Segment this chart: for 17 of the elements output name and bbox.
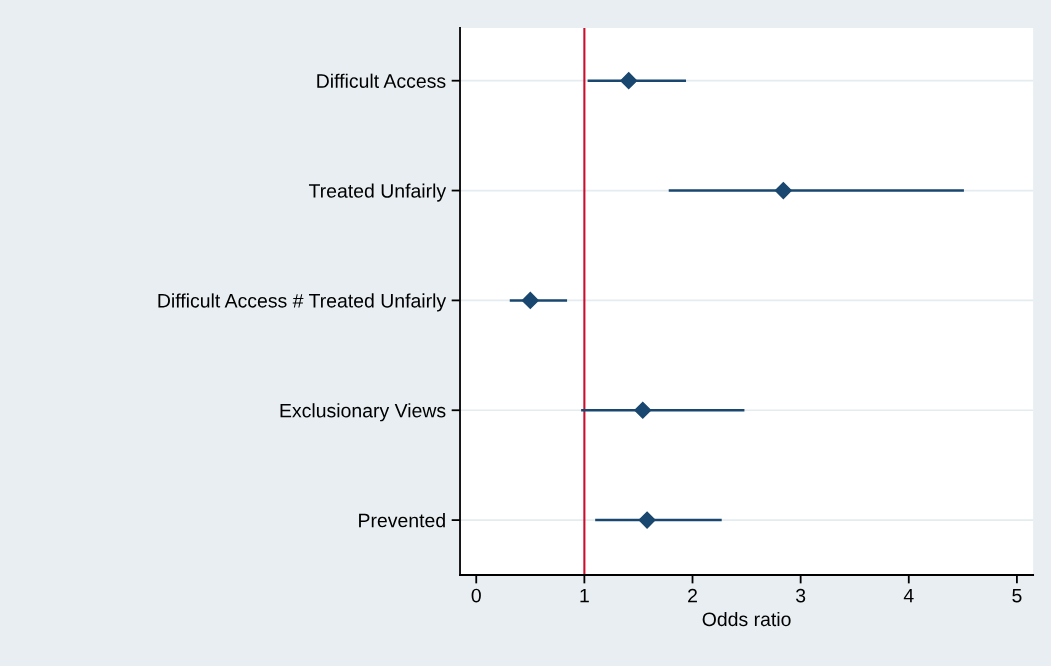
y-tick-label: Difficult Access # Treated Unfairly	[158, 293, 447, 312]
y-tick-label: Difficult Access	[317, 73, 446, 88]
point	[638, 511, 656, 529]
x-axis-title: Odds ratio	[702, 611, 791, 627]
x-tick-label: 2	[688, 588, 697, 603]
x-tick-label: 4	[903, 588, 914, 603]
point	[620, 72, 638, 90]
x-tick-label: 3	[795, 588, 806, 603]
point	[634, 401, 652, 419]
x-tick-label: 0	[471, 588, 481, 603]
x-tick-label: 5	[1012, 588, 1022, 603]
x-tick-label: 1	[580, 588, 589, 603]
y-tick-label: Exclusionary Views	[280, 403, 446, 422]
point	[521, 291, 539, 309]
point	[774, 181, 792, 200]
y-tick-label: Prevented	[359, 513, 445, 528]
y-tick-label: Treated Unfairly	[308, 183, 447, 202]
